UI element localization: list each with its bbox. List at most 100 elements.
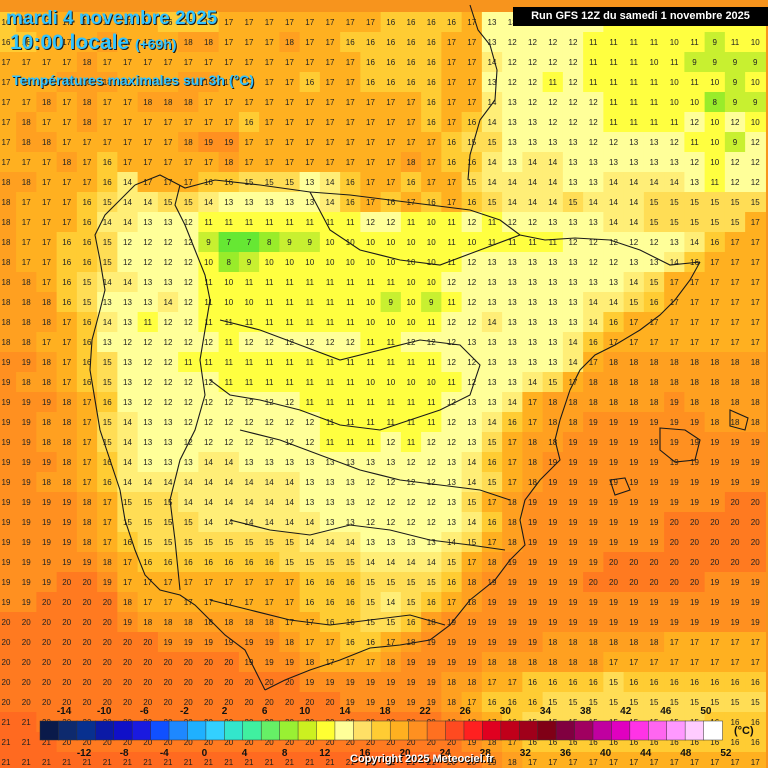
temperature-cell (360, 572, 382, 593)
temperature-value: 18 (569, 638, 578, 647)
temperature-cell (157, 592, 179, 613)
temperature-value: 20 (164, 718, 173, 727)
temperature-cell (157, 492, 179, 513)
temperature-cell (583, 352, 604, 373)
temperature-value: 19 (224, 638, 233, 647)
temperature-cell (562, 72, 584, 93)
temperature-cell (623, 92, 645, 113)
temperature-cell (623, 392, 645, 413)
temperature-value: 19 (528, 498, 537, 507)
temperature-value: 11 (144, 318, 153, 327)
temperature-value: 19 (427, 678, 436, 687)
temperature-cell (279, 472, 301, 493)
temperature-cell (502, 52, 523, 73)
temperature-cell (238, 672, 260, 693)
temperature-value: 17 (42, 118, 51, 127)
temperature-value: 15 (123, 498, 132, 507)
temperature-cell (684, 192, 706, 213)
temperature-value: 19 (164, 638, 173, 647)
temperature-value: 16 (731, 738, 740, 747)
temperature-value: 13 (508, 98, 517, 107)
temperature-value: 14 (265, 498, 274, 507)
temperature-value: 17 (224, 118, 233, 127)
temperature-cell (117, 292, 139, 313)
temperature-cell (218, 692, 240, 713)
temperature-cell (542, 692, 564, 713)
temperature-value: 13 (589, 278, 598, 287)
temperature-value: 14 (123, 458, 132, 467)
temperature-cell (238, 492, 260, 513)
temperature-value: 19 (751, 458, 760, 467)
temperature-cell (279, 132, 301, 153)
temperature-value: 19 (589, 618, 598, 627)
temperature-value: 16 (710, 238, 719, 247)
temperature-cell (36, 212, 58, 233)
temperature-value: 19 (22, 438, 31, 447)
temperature-cell (380, 452, 402, 473)
temperature-value: 15 (143, 498, 152, 507)
temperature-value: 18 (224, 618, 233, 627)
temperature-value: 16 (609, 738, 618, 747)
temperature-value: 20 (224, 678, 233, 687)
temperature-value: 9 (753, 98, 758, 107)
temperature-value: 20 (123, 678, 132, 687)
temperature-value: 12 (447, 318, 456, 327)
temperature-value: 17 (366, 158, 375, 167)
temperature-cell (623, 612, 645, 633)
temperature-value: 21 (245, 758, 254, 767)
temperature-value: 12 (123, 258, 132, 267)
temperature-value: 19 (508, 598, 517, 607)
temperature-value: 18 (731, 358, 740, 367)
temperature-value: 15 (710, 698, 719, 707)
temperature-value: 10 (751, 38, 760, 47)
temperature-value: 18 (467, 718, 476, 727)
temperature-cell (137, 692, 159, 713)
temperature-value: 19 (690, 498, 699, 507)
temperature-value: 15 (164, 518, 173, 527)
temperature-value: 11 (387, 358, 396, 367)
temperature-cell (97, 552, 118, 573)
temperature-cell (360, 452, 382, 473)
temperature-cell (198, 232, 220, 253)
temperature-cell (56, 492, 78, 513)
temperature-cell (299, 232, 321, 253)
temperature-value: 12 (528, 78, 537, 87)
temperature-value: 16 (427, 98, 436, 107)
temperature-value: 19 (427, 658, 436, 667)
temperature-value: 11 (589, 58, 598, 67)
temperature-cell (259, 212, 280, 233)
temperature-value: 19 (467, 738, 476, 747)
temperature-cell (36, 232, 58, 253)
temperature-value: 9 (429, 298, 434, 307)
temperature-cell (340, 332, 361, 353)
temperature-cell (542, 512, 564, 533)
temperature-cell (157, 272, 179, 293)
temperature-cell (319, 232, 341, 253)
temperature-value: 17 (184, 158, 193, 167)
temperature-value: 17 (204, 578, 213, 587)
temperature-cell (0, 12, 17, 33)
temperature-cell (178, 652, 199, 673)
temperature-cell (542, 352, 564, 373)
temperature-value: 17 (427, 158, 436, 167)
temperature-cell (238, 132, 260, 153)
temperature-value: 14 (548, 178, 557, 187)
temperature-cell (745, 312, 766, 333)
temperature-cell (461, 312, 483, 333)
temperature-cell (360, 312, 382, 333)
temperature-value: 20 (690, 518, 699, 527)
temperature-cell (664, 672, 685, 693)
temperature-value: 11 (346, 278, 355, 287)
temperature-cell (76, 412, 98, 433)
temperature-value: 17 (447, 118, 456, 127)
temperature-value: 15 (650, 718, 659, 727)
temperature-value: 13 (488, 38, 497, 47)
temperature-value: 21 (305, 758, 314, 767)
temperature-value: 18 (386, 658, 395, 667)
temperature-value: 18 (629, 358, 638, 367)
temperature-cell (36, 192, 58, 213)
temperature-cell (16, 112, 37, 133)
temperature-value: 17 (447, 198, 456, 207)
temperature-cell (623, 452, 645, 473)
temperature-cell (643, 372, 665, 393)
